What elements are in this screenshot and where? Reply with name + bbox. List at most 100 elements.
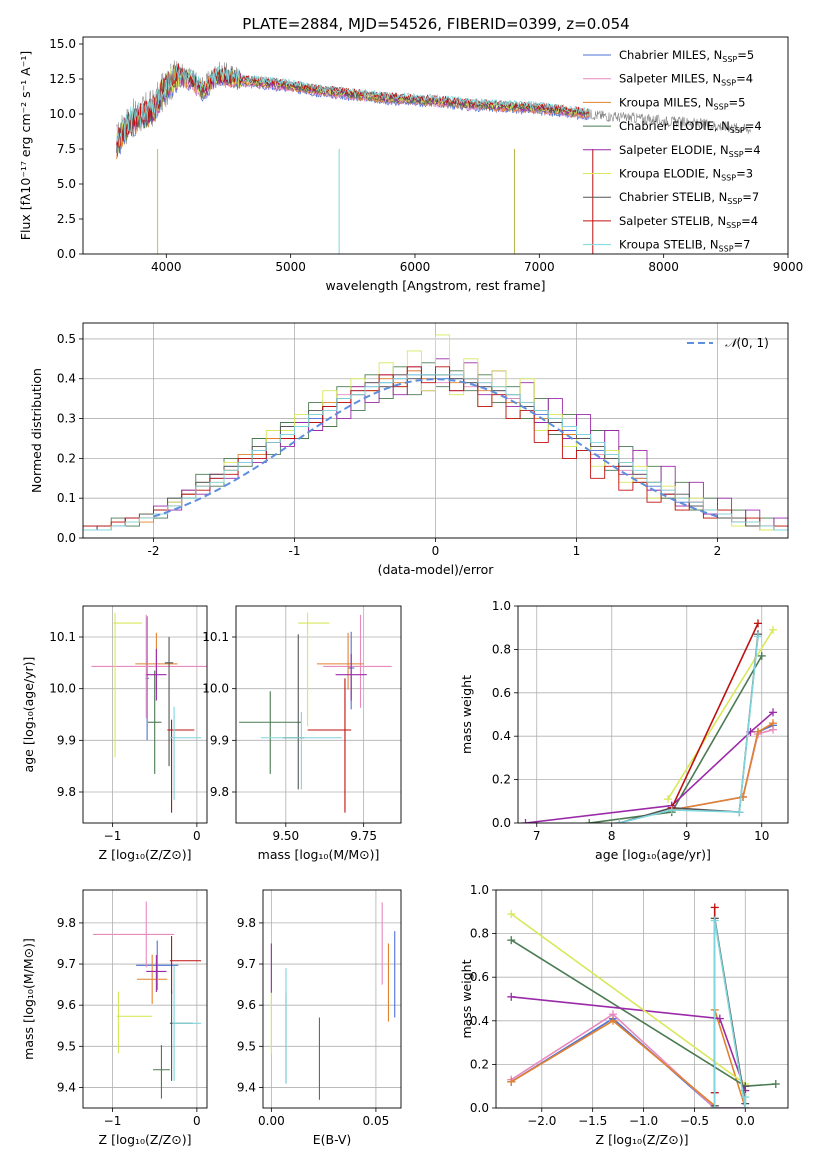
y-tick-label: 10.0 <box>49 107 76 121</box>
weight-marker-8 <box>615 819 624 823</box>
axes-frame <box>235 605 402 824</box>
legend-entry-7: Salpeter STELIB, NSSP=4 <box>619 214 758 230</box>
legend-entry-tail: =7 <box>742 190 759 204</box>
y-tick-label: 0.2 <box>57 451 76 465</box>
legend-entry-sub: SSP <box>714 102 729 111</box>
plot-area-age_vs_mass <box>239 612 392 813</box>
axes-frame <box>82 322 789 539</box>
legend-entry-sub: SSP <box>727 197 742 206</box>
y-tick-label: 0.3 <box>57 412 76 426</box>
panel-mass_vs_EBV: 0.00 0.05 9.4 9.5 9.6 9.7 9.8 E(B-V) <box>237 889 402 1147</box>
y-tick-label: 9.4 <box>237 1080 256 1094</box>
legend-entry-sub: SSP <box>721 79 736 88</box>
legend-entry-6: Chabrier STELIB, NSSP=7 <box>619 190 759 206</box>
errorbar-point-2 <box>136 954 168 1004</box>
x-axis-label: E(B-V) <box>313 1132 352 1147</box>
weight-line-1 <box>510 1013 746 1108</box>
legend-entry-label: Kroupa ELODIE, N <box>619 167 721 181</box>
x-tick-label: 0 <box>193 1114 201 1128</box>
plot-area-age_vs_Z <box>91 612 207 813</box>
legend-entry-tail: =3 <box>736 167 753 181</box>
y-tick-label: 9.9 <box>210 733 229 747</box>
weight-marker-3 <box>507 936 516 945</box>
weight-marker-8 <box>710 916 719 925</box>
weight-marker-5 <box>769 625 777 634</box>
plot-area-weight_vs_age <box>521 619 777 823</box>
y-tick-label: 0.0 <box>57 247 76 261</box>
legend-entry-label: Chabrier MILES, N <box>619 48 722 62</box>
y-tick-label: 0.6 <box>470 970 489 984</box>
weight-marker-4 <box>715 1014 724 1023</box>
weight-line-5 <box>667 629 774 800</box>
y-axis-label: Normed distribution <box>29 368 44 493</box>
legend-entry-sub: SSP <box>722 55 737 64</box>
y-tick-label: 0.2 <box>470 1057 489 1071</box>
y-tick-label: 9.6 <box>57 998 76 1012</box>
legend-entry-tail: =4 <box>736 72 753 86</box>
y-tick-label: 0.8 <box>492 642 511 656</box>
y-tick-label: 9.8 <box>210 785 229 799</box>
x-axis-label: mass [log₁₀(M/M⊙)] <box>258 847 380 862</box>
y-axis-label: mass weight <box>459 675 474 754</box>
errorbar-point-8 <box>260 711 342 790</box>
y-tick-label: 9.8 <box>237 916 256 930</box>
x-axis-label: Z [log₁₀(Z/Z⊙)] <box>596 1132 689 1147</box>
x-axis-label: Z [log₁₀(Z/Z⊙)] <box>99 1132 192 1147</box>
weight-marker-4 <box>521 819 530 823</box>
legend-entry-tail: =7 <box>734 238 751 252</box>
legend-entry-label: Salpeter STELIB, N <box>619 214 726 228</box>
x-tick-label: 6000 <box>400 260 431 274</box>
legend-entry-normal: 𝒩(0, 1) <box>725 336 769 350</box>
y-axis-label: age [log₁₀(age/yr)] <box>21 657 36 773</box>
legend-entry-label: Kroupa MILES, N <box>619 95 714 109</box>
errorbar-point-3 <box>239 691 302 774</box>
panel-spectrum: 4000 5000 6000 7000 8000 9000 0.0 2.5 5.0 7.5 10.0… <box>18 36 804 293</box>
x-tick-label: 4000 <box>151 260 182 274</box>
x-tick-label: 0 <box>432 544 440 558</box>
errorbar-point-7 <box>167 719 195 813</box>
x-tick-label: 10 <box>754 829 769 843</box>
plot-area-residual_hist <box>83 334 788 538</box>
y-axis-label: mass [log₁₀(M/M⊙)] <box>21 938 36 1060</box>
x-tick-label: 9000 <box>773 260 804 274</box>
axes-frame <box>517 605 789 824</box>
legend-entry-sub: SSP <box>726 221 741 230</box>
errorbar-point-4 <box>335 654 367 701</box>
weight-marker-8 <box>754 632 762 641</box>
x-tick-label: 8 <box>608 829 616 843</box>
y-tick-label: 0.4 <box>57 372 76 386</box>
x-tick-label: 2 <box>714 544 722 558</box>
errorbar-point-8 <box>169 706 202 800</box>
weight-marker-8 <box>667 805 676 814</box>
x-tick-label: 5000 <box>275 260 306 274</box>
legend-entry-label: Chabrier STELIB, N <box>619 190 727 204</box>
x-tick-label: -1 <box>289 544 301 558</box>
legend-entry-2: Kroupa MILES, NSSP=5 <box>619 95 745 111</box>
spectrum-model-line-8 <box>116 64 590 146</box>
y-tick-label: 0.8 <box>470 927 489 941</box>
x-tick-label: −1.0 <box>629 1114 658 1128</box>
y-tick-label: 0.0 <box>57 531 76 545</box>
x-tick-label: 0.05 <box>363 1114 390 1128</box>
weight-marker-7 <box>754 619 762 628</box>
x-tick-label: −1.5 <box>578 1114 607 1128</box>
y-tick-label: 10.0 <box>202 682 229 696</box>
weight-marker-6 <box>741 1082 750 1091</box>
x-tick-label: −2.0 <box>527 1114 556 1128</box>
y-tick-label: 9.8 <box>57 785 76 799</box>
weight-line-2 <box>671 722 774 811</box>
legend-entry-tail: =4 <box>741 214 758 228</box>
weight-marker-2 <box>769 719 777 728</box>
legend-entry-sub: SSP <box>719 245 734 254</box>
y-tick-label: 0.6 <box>492 686 511 700</box>
x-tick-label: −1 <box>104 1114 122 1128</box>
weight-marker-3 <box>585 819 594 823</box>
weight-marker-7 <box>710 903 719 912</box>
y-tick-label: 7.5 <box>57 142 76 156</box>
errorbar-point-6 <box>164 637 174 767</box>
legend-entry-4: Salpeter ELODIE, NSSP=4 <box>619 143 761 159</box>
panel-weight_vs_Z: −2.0 −1.5 −1.0 −0.5 0.0 0.0 0.2 0.4 0.6 0.8 1.0 Z [… <box>459 883 789 1147</box>
y-tick-label: 0.5 <box>57 332 76 346</box>
y-tick-label: 0.1 <box>57 491 76 505</box>
